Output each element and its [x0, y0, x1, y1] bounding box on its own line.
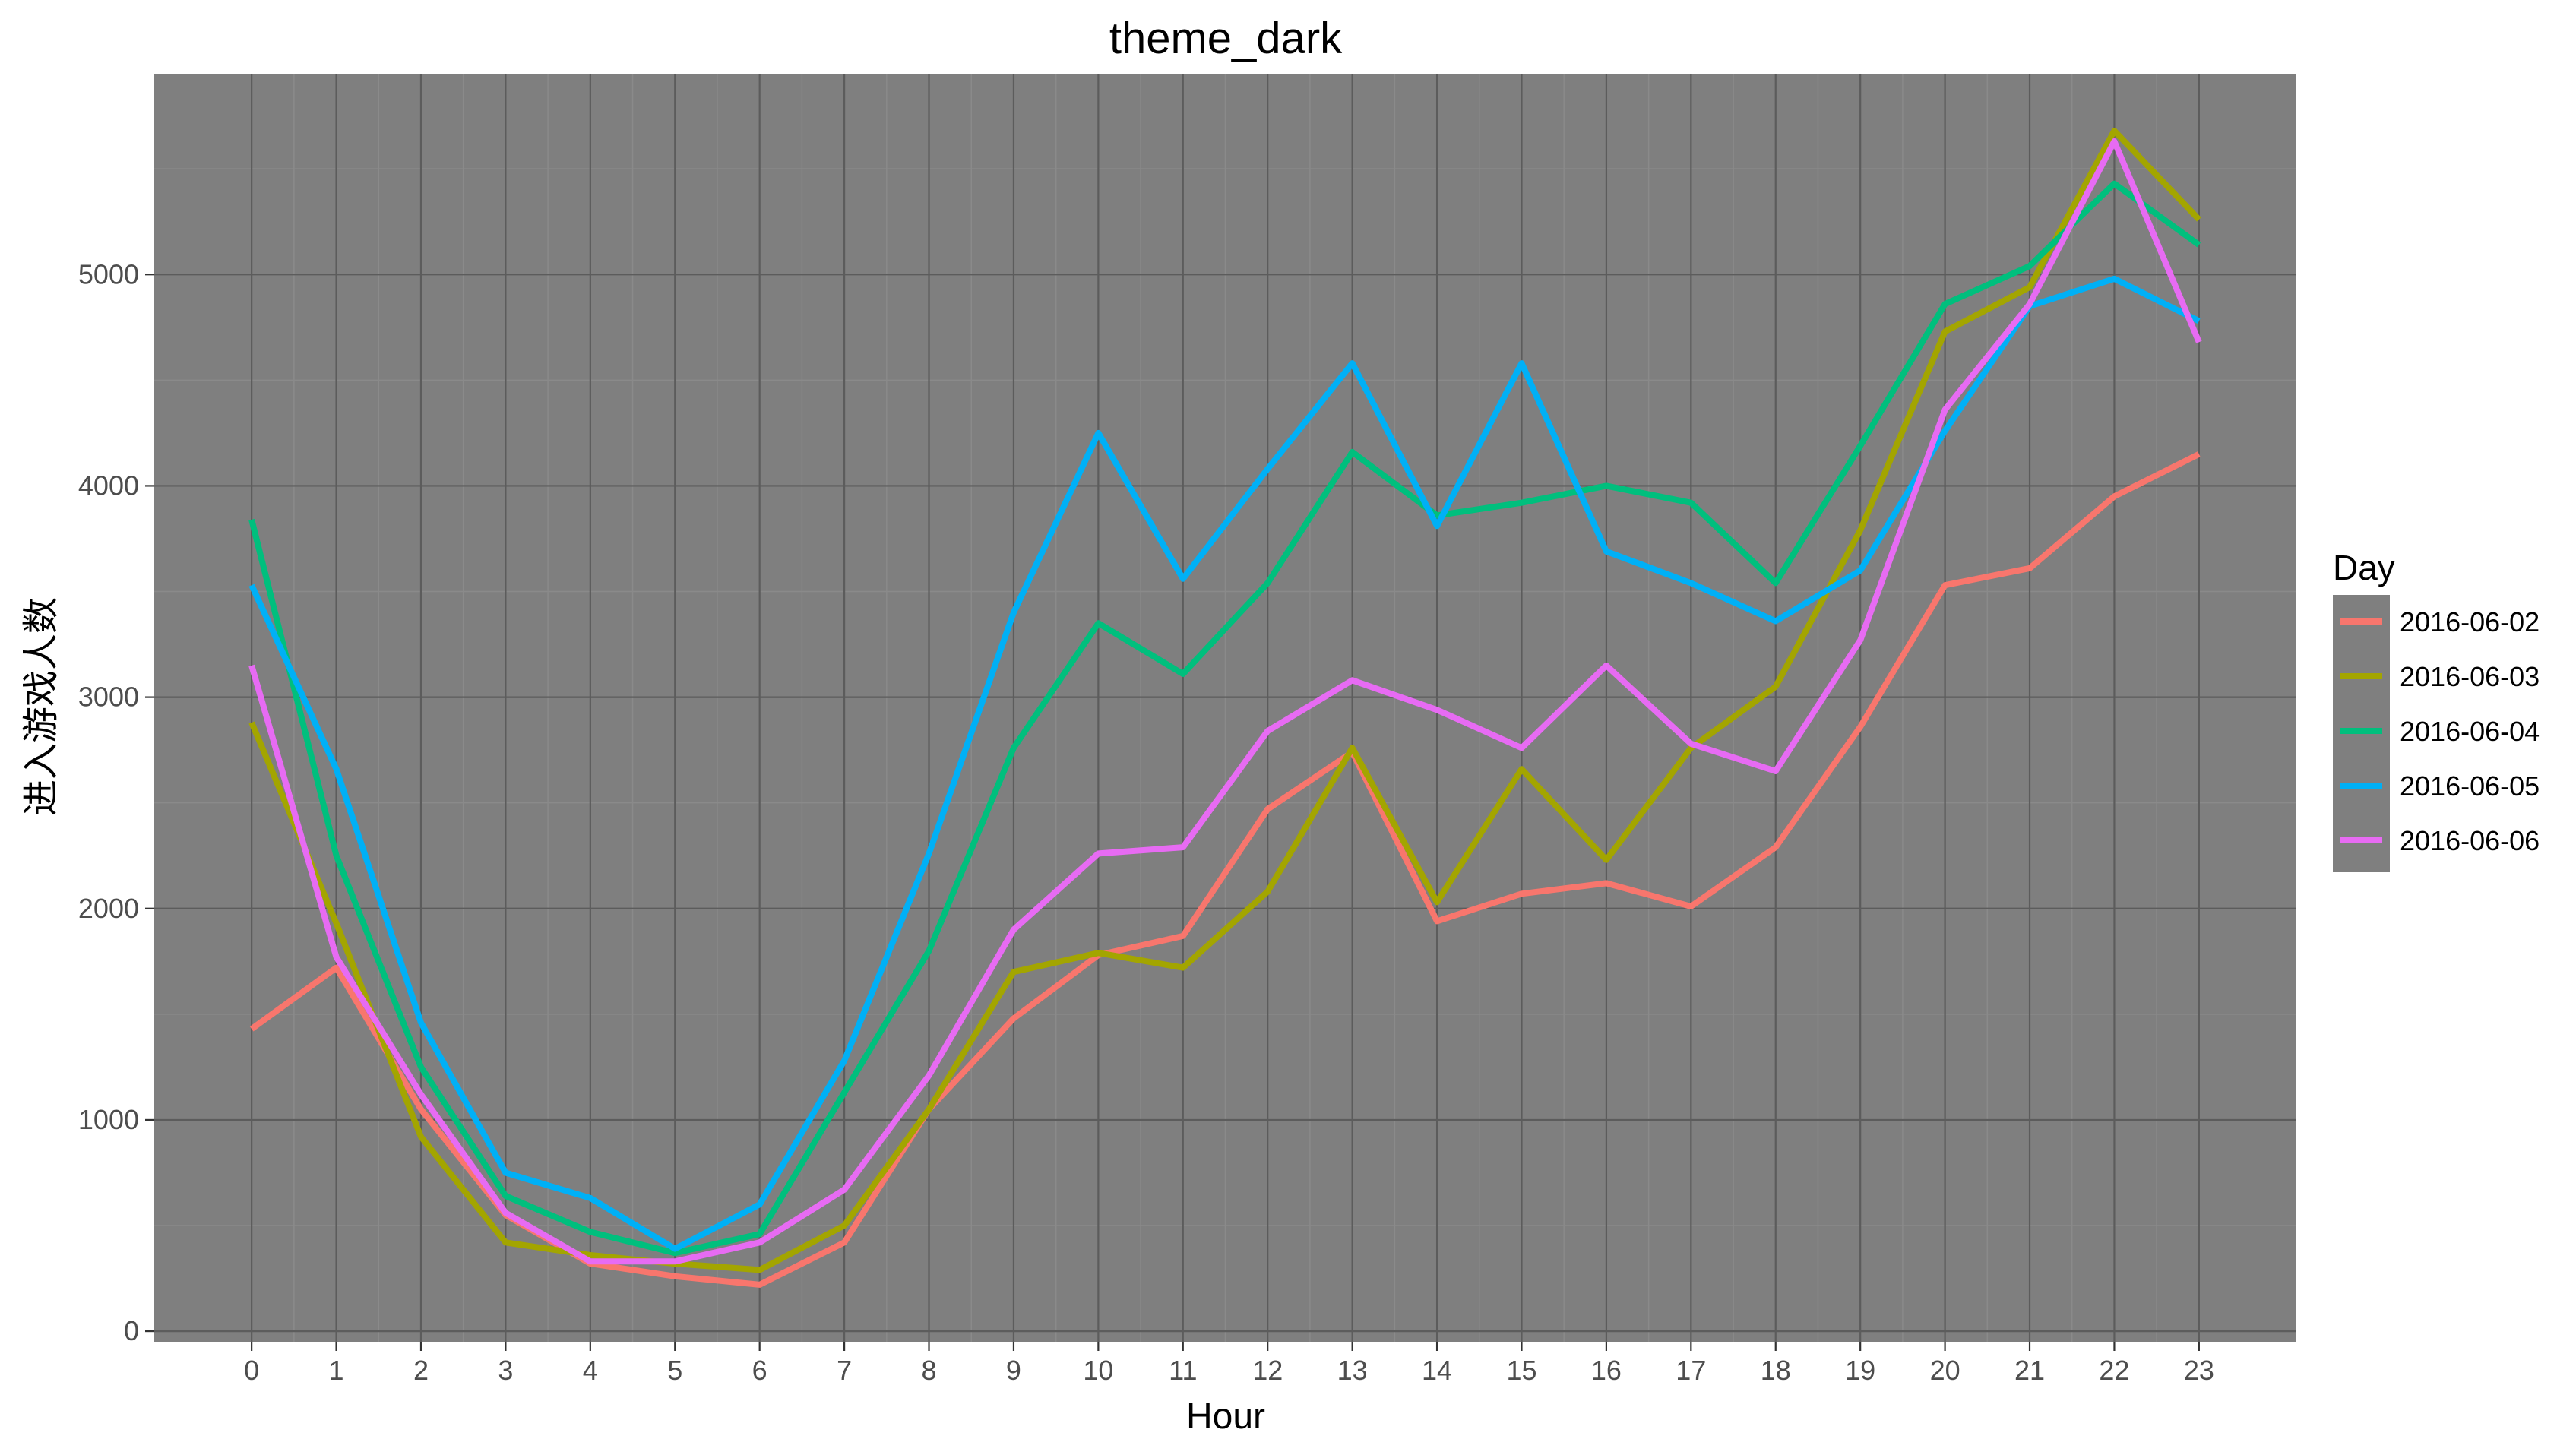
legend-label: 2016-06-04	[2400, 716, 2540, 747]
y-axis: 0 1000 2000 3000 4000 5000	[78, 258, 154, 1346]
y-axis-title: 进入游戏人数	[21, 597, 62, 816]
x-axis-title: Hour	[1186, 1396, 1265, 1436]
x-tick-label: 23	[2184, 1355, 2214, 1386]
y-tick-label: 2000	[78, 893, 139, 924]
x-tick-label: 8	[922, 1355, 937, 1386]
series-line-2016-06-06	[248, 138, 2202, 1265]
y-tick-label: 4000	[78, 470, 139, 501]
chart-title: theme_dark	[1109, 14, 1343, 63]
x-tick-label: 14	[1422, 1355, 1452, 1386]
legend-label: 2016-06-03	[2400, 661, 2540, 692]
series-line-2016-06-05	[248, 275, 2201, 1252]
x-tick-label: 13	[1337, 1355, 1368, 1386]
legend-label: 2016-06-05	[2400, 770, 2540, 802]
series-lines	[248, 128, 2202, 1288]
x-tick-label: 21	[2014, 1355, 2045, 1386]
x-tick-label: 1	[329, 1355, 344, 1386]
x-tick-label: 16	[1591, 1355, 1622, 1386]
series-line-2016-06-04	[248, 180, 2201, 1257]
x-tick-label: 19	[1845, 1355, 1875, 1386]
x-tick-label: 4	[583, 1355, 598, 1386]
y-tick-label: 1000	[78, 1104, 139, 1135]
x-tick-label: 6	[752, 1355, 767, 1386]
x-tick-label: 7	[837, 1355, 852, 1386]
x-axis: 0 1 2 3 4 5 6 7 8 9 10 11 12 13 14 15 16 17 18 19 20 21 22 23	[244, 1342, 2214, 1386]
legend-label: 2016-06-06	[2400, 825, 2540, 856]
x-tick-label: 12	[1252, 1355, 1283, 1386]
x-tick-label: 15	[1506, 1355, 1536, 1386]
x-tick-label: 3	[498, 1355, 513, 1386]
legend-title: Day	[2333, 548, 2395, 587]
x-tick-label: 18	[1761, 1355, 1791, 1386]
x-tick-label: 0	[244, 1355, 259, 1386]
legend: Day 2016-06-022016-06-032016-06-042016-0…	[2333, 548, 2540, 872]
x-tick-label: 10	[1083, 1355, 1113, 1386]
y-tick-label: 3000	[78, 682, 139, 713]
y-tick-label: 0	[124, 1315, 139, 1346]
y-tick-label: 5000	[78, 258, 139, 289]
x-tick-label: 20	[1930, 1355, 1960, 1386]
x-tick-label: 17	[1676, 1355, 1706, 1386]
x-tick-label: 9	[1006, 1355, 1021, 1386]
x-tick-label: 11	[1169, 1355, 1197, 1386]
legend-label: 2016-06-02	[2400, 606, 2540, 637]
x-tick-label: 22	[2099, 1355, 2129, 1386]
x-tick-label: 5	[667, 1355, 682, 1386]
x-tick-label: 2	[413, 1355, 429, 1386]
legend-items: 2016-06-02 2016-06-03 2016-06-04 2016-06-05…	[2340, 606, 2540, 856]
